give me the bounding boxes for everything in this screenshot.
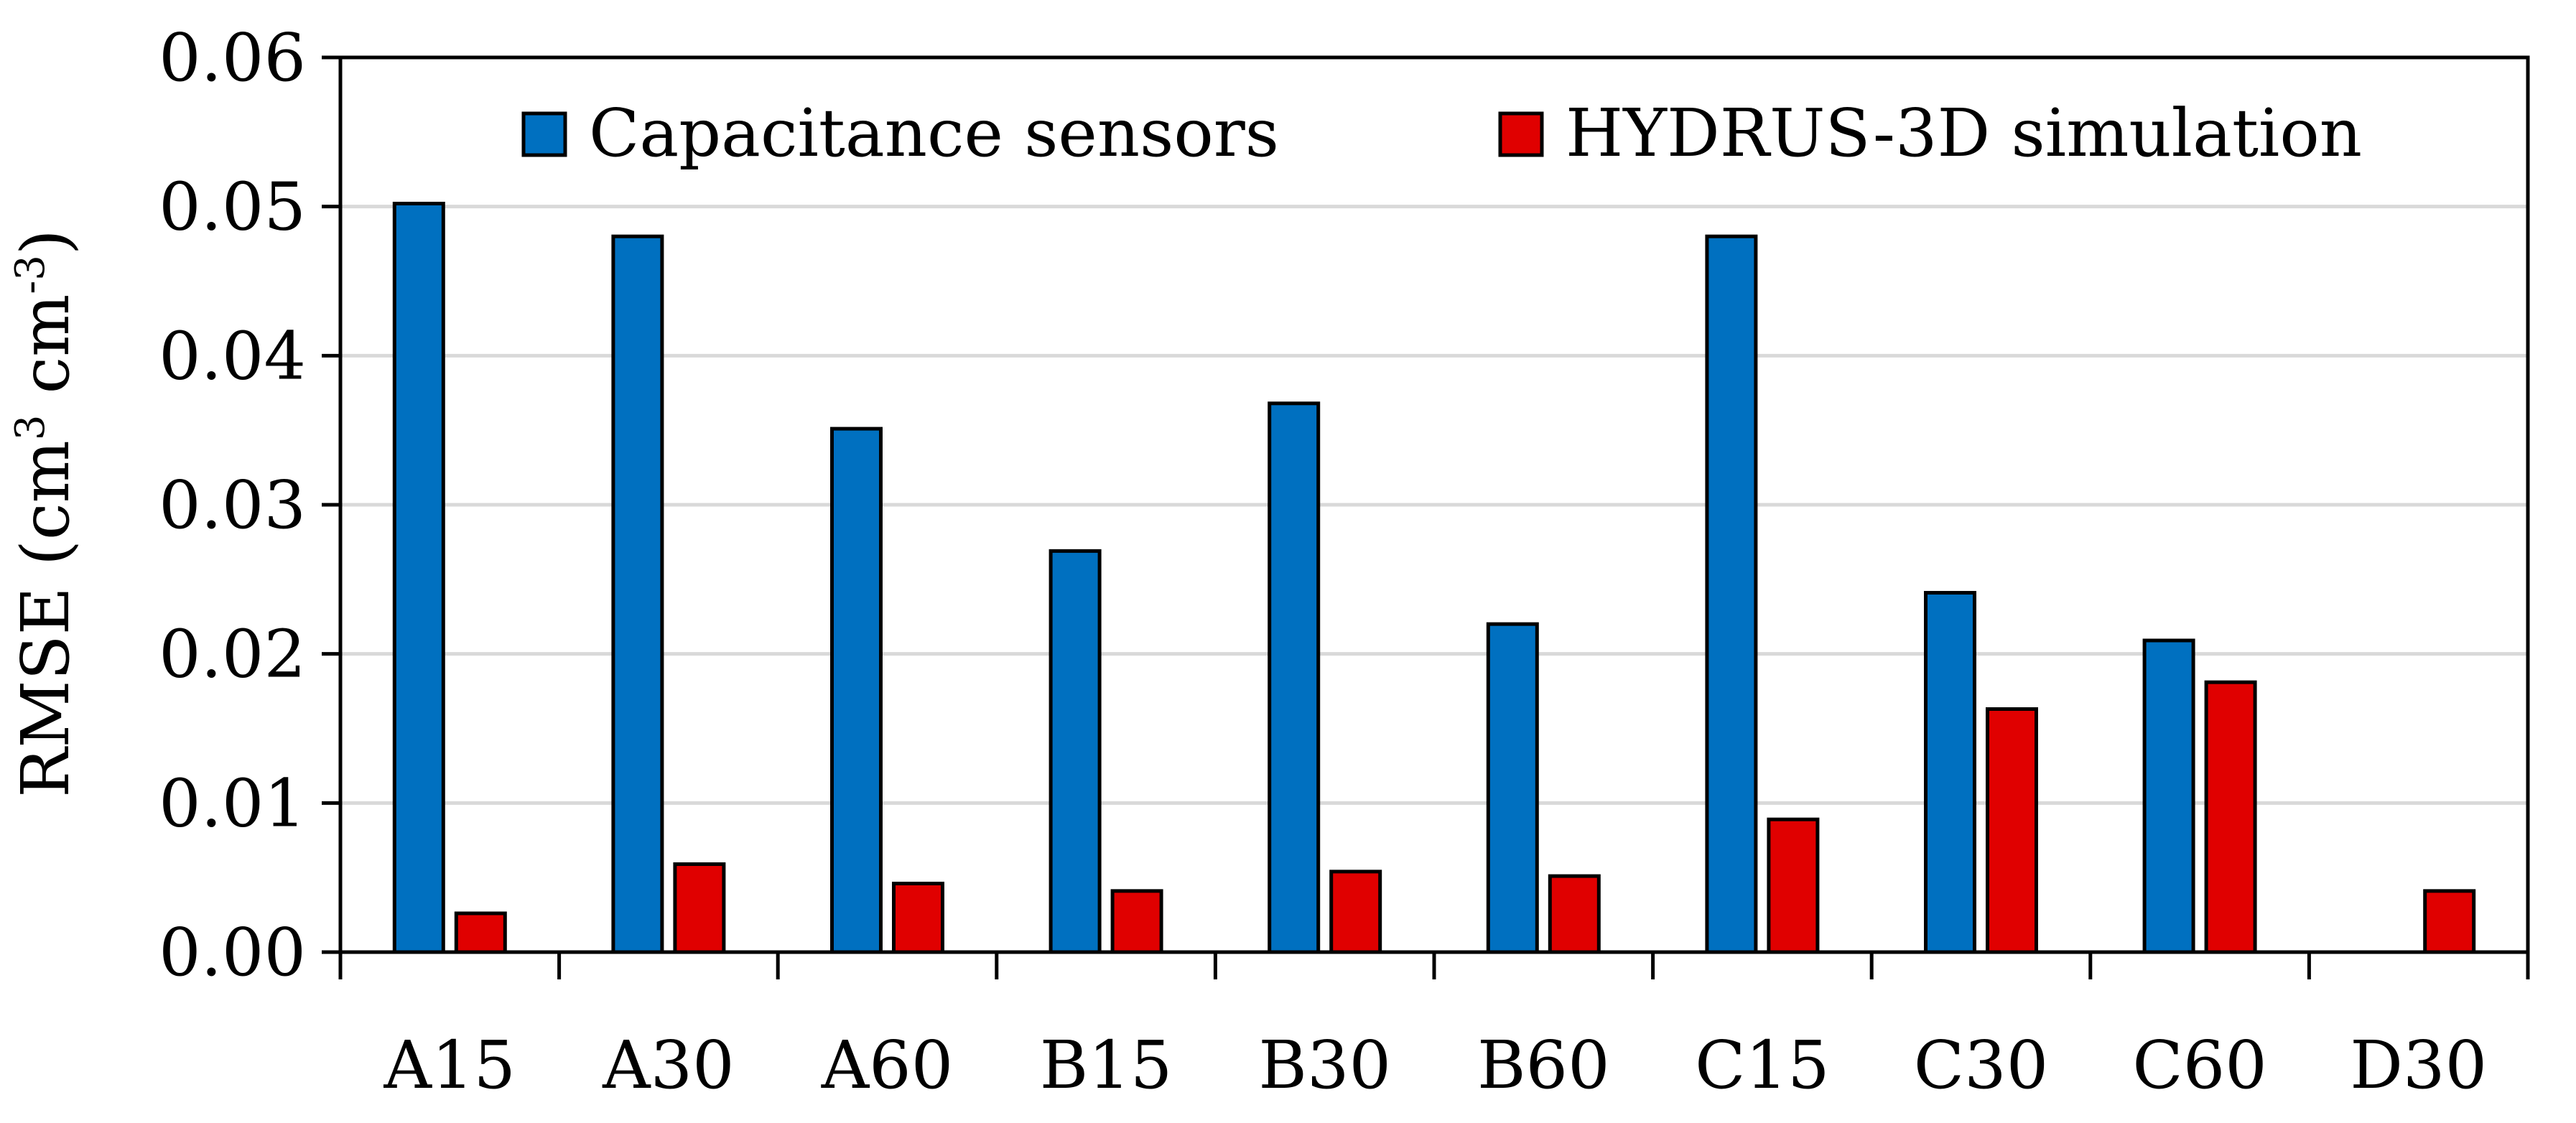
x-tick-label: A15: [383, 1027, 516, 1104]
legend-label-hydrus-3d-simulation: HYDRUS-3D simulation: [1566, 95, 2362, 172]
bar-hydrus-b30: [1329, 870, 1382, 954]
x-tick-label: A60: [821, 1027, 954, 1104]
x-tick-label: C60: [2132, 1027, 2266, 1104]
bar-capacitance-b15: [1048, 549, 1102, 954]
bar-capacitance-a60: [830, 427, 883, 954]
x-tick-label: B15: [1040, 1027, 1173, 1104]
bar-capacitance-a30: [611, 234, 664, 954]
y-tick-label: 0.02: [159, 616, 306, 693]
bar-hydrus-a30: [673, 862, 726, 954]
x-tick-label: D30: [2350, 1027, 2487, 1104]
legend-swatch-hydrus-3d-simulation: [1498, 111, 1544, 157]
y-tick-label: 0.04: [159, 317, 306, 394]
x-tick-label: C30: [1914, 1027, 2048, 1104]
bar-capacitance-a15: [392, 202, 445, 954]
bar-hydrus-c60: [2204, 680, 2257, 954]
bar-capacitance-c60: [2142, 638, 2195, 954]
bar-capacitance-c30: [1924, 591, 1976, 954]
legend: Capacitance sensors HYDRUS-3D simulation: [521, 95, 2362, 172]
bars: [392, 202, 2476, 954]
legend-label-capacitance-sensors: Capacitance sensors: [589, 95, 1279, 172]
bar-hydrus-a15: [454, 911, 507, 954]
y-tick-label: 0.00: [159, 914, 306, 991]
bar-hydrus-d30: [2423, 889, 2476, 954]
x-tick-label: B30: [1258, 1027, 1391, 1104]
bar-capacitance-c15: [1705, 234, 1758, 954]
bar-hydrus-c30: [1986, 707, 2038, 954]
legend-swatch-capacitance-sensors: [521, 111, 567, 157]
tick-labels: 0.00 0.01 0.02 0.03 0.04 0.05 0.06 A15 A30 A60 B15…: [159, 19, 2487, 1104]
x-tick-label: A30: [602, 1027, 735, 1104]
bar-hydrus-b60: [1548, 874, 1601, 954]
bar-hydrus-a60: [892, 881, 944, 954]
gridlines: [340, 205, 2528, 805]
y-tick-label: 0.01: [159, 765, 306, 842]
y-axis-title: RMSE (cm3 cm-3): [7, 229, 84, 798]
bar-hydrus-b15: [1110, 889, 1163, 954]
bar-capacitance-b60: [1486, 622, 1539, 954]
axes: [322, 55, 2530, 979]
y-tick-label: 0.03: [159, 467, 306, 544]
y-tick-label: 0.06: [159, 19, 306, 96]
y-tick-label: 0.05: [159, 169, 306, 246]
x-tick-label: C15: [1695, 1027, 1829, 1104]
x-tick-label: B60: [1477, 1027, 1610, 1104]
bar-hydrus-c15: [1767, 817, 1820, 954]
bar-capacitance-b30: [1268, 401, 1321, 954]
